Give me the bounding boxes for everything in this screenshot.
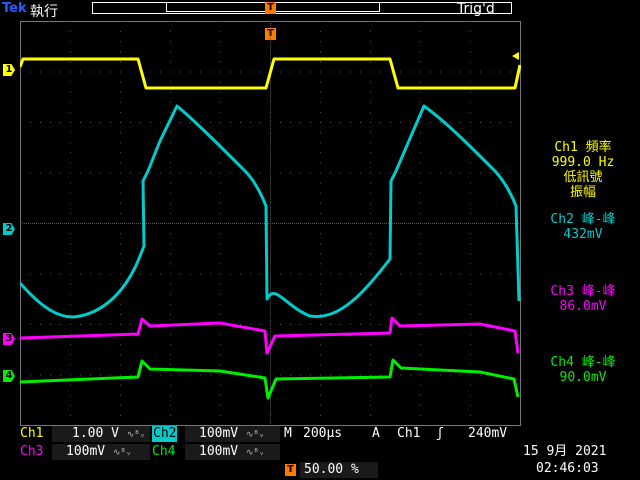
trigger-position-value[interactable]: 50.00 % [300,462,378,478]
ch2-label[interactable]: Ch2 [152,426,178,442]
meas-warning-2: 振幅 [569,185,596,200]
trigger-level-value[interactable]: 240mV [468,426,508,441]
ch2-ground-marker[interactable]: 2 [3,223,15,235]
trigger-position-top-icon: T [265,2,276,14]
ch3-trace [20,316,520,355]
ch3-pk-pk-readout: Ch3 峰-峰 86.0mV [528,284,638,314]
ch1-scale-box[interactable]: 1.00 V ∿ᴮᵥ [52,426,150,442]
ch2-trace [20,104,521,319]
ch1-trace [20,57,521,90]
timebase-value[interactable]: 200µs [303,426,343,441]
trigger-mode: A [372,426,380,441]
meas-label: Ch4 峰-峰 [550,355,616,370]
status-bar: Tek 執行 T Trig'd [0,0,640,20]
ch1-scale: 1.00 V [72,426,119,441]
time-readout: 02:46:03 [536,461,599,476]
bandwidth-limit-icon: ∿ᴮᵥ [245,430,265,440]
ch4-scale-box[interactable]: 100mV ∿ᴮᵥ [185,444,280,460]
ch3-ground-marker[interactable]: 3 [3,333,15,345]
ch4-scale: 100mV [199,444,239,459]
trigger-source[interactable]: Ch1 [397,426,421,441]
run-state: 執行 [30,4,58,20]
ch3-scale-box[interactable]: 100mV ∿ᴮᵥ [52,444,150,460]
meas-label: Ch2 峰-峰 [550,212,616,227]
trigger-slope-icon: ʃ [436,426,444,441]
brand-logo: Tek [2,1,27,16]
bandwidth-limit-icon: ∿ᴮᵥ [112,448,132,458]
ch3-scale: 100mV [66,444,106,459]
bandwidth-limit-icon: ∿ᴮᵥ [245,448,265,458]
ch1-label[interactable]: Ch1 [20,426,44,441]
ch1-frequency-readout: Ch1 頻率 999.0 Hz 低訊號 振幅 [528,140,638,200]
ch4-ground-marker[interactable]: 4 [3,370,15,382]
ch3-label[interactable]: Ch3 [20,444,44,459]
date-readout: 15 9月 2021 [523,444,607,459]
meas-label: Ch1 頻率 [554,140,612,155]
ch1-ground-marker[interactable]: 1 [3,64,15,76]
waveform-display [20,21,521,426]
trigger-level-icon[interactable] [512,52,519,60]
meas-value: 90.0mV [559,370,607,385]
graticule [20,21,521,426]
meas-value: 999.0 Hz [551,155,615,170]
trigger-position-marker-icon: T [285,464,296,476]
ch4-pk-pk-readout: Ch4 峰-峰 90.0mV [528,355,638,385]
meas-warning: 低訊號 [563,170,603,185]
ch2-scale-box[interactable]: 100mV ∿ᴮᵥ [185,426,280,442]
waveforms [20,57,521,400]
timebase-label: M [284,426,292,441]
trigger-status: Trig'd [457,1,495,17]
ch2-scale: 100mV [199,426,239,441]
ch2-pk-pk-readout: Ch2 峰-峰 432mV [528,212,638,242]
ch4-trace [20,358,520,400]
ch4-label[interactable]: Ch4 [152,444,176,459]
meas-value: 86.0mV [559,299,607,314]
bandwidth-limit-icon: ∿ᴮᵥ [126,430,146,440]
meas-value: 432mV [563,227,603,242]
meas-label: Ch3 峰-峰 [550,284,616,299]
